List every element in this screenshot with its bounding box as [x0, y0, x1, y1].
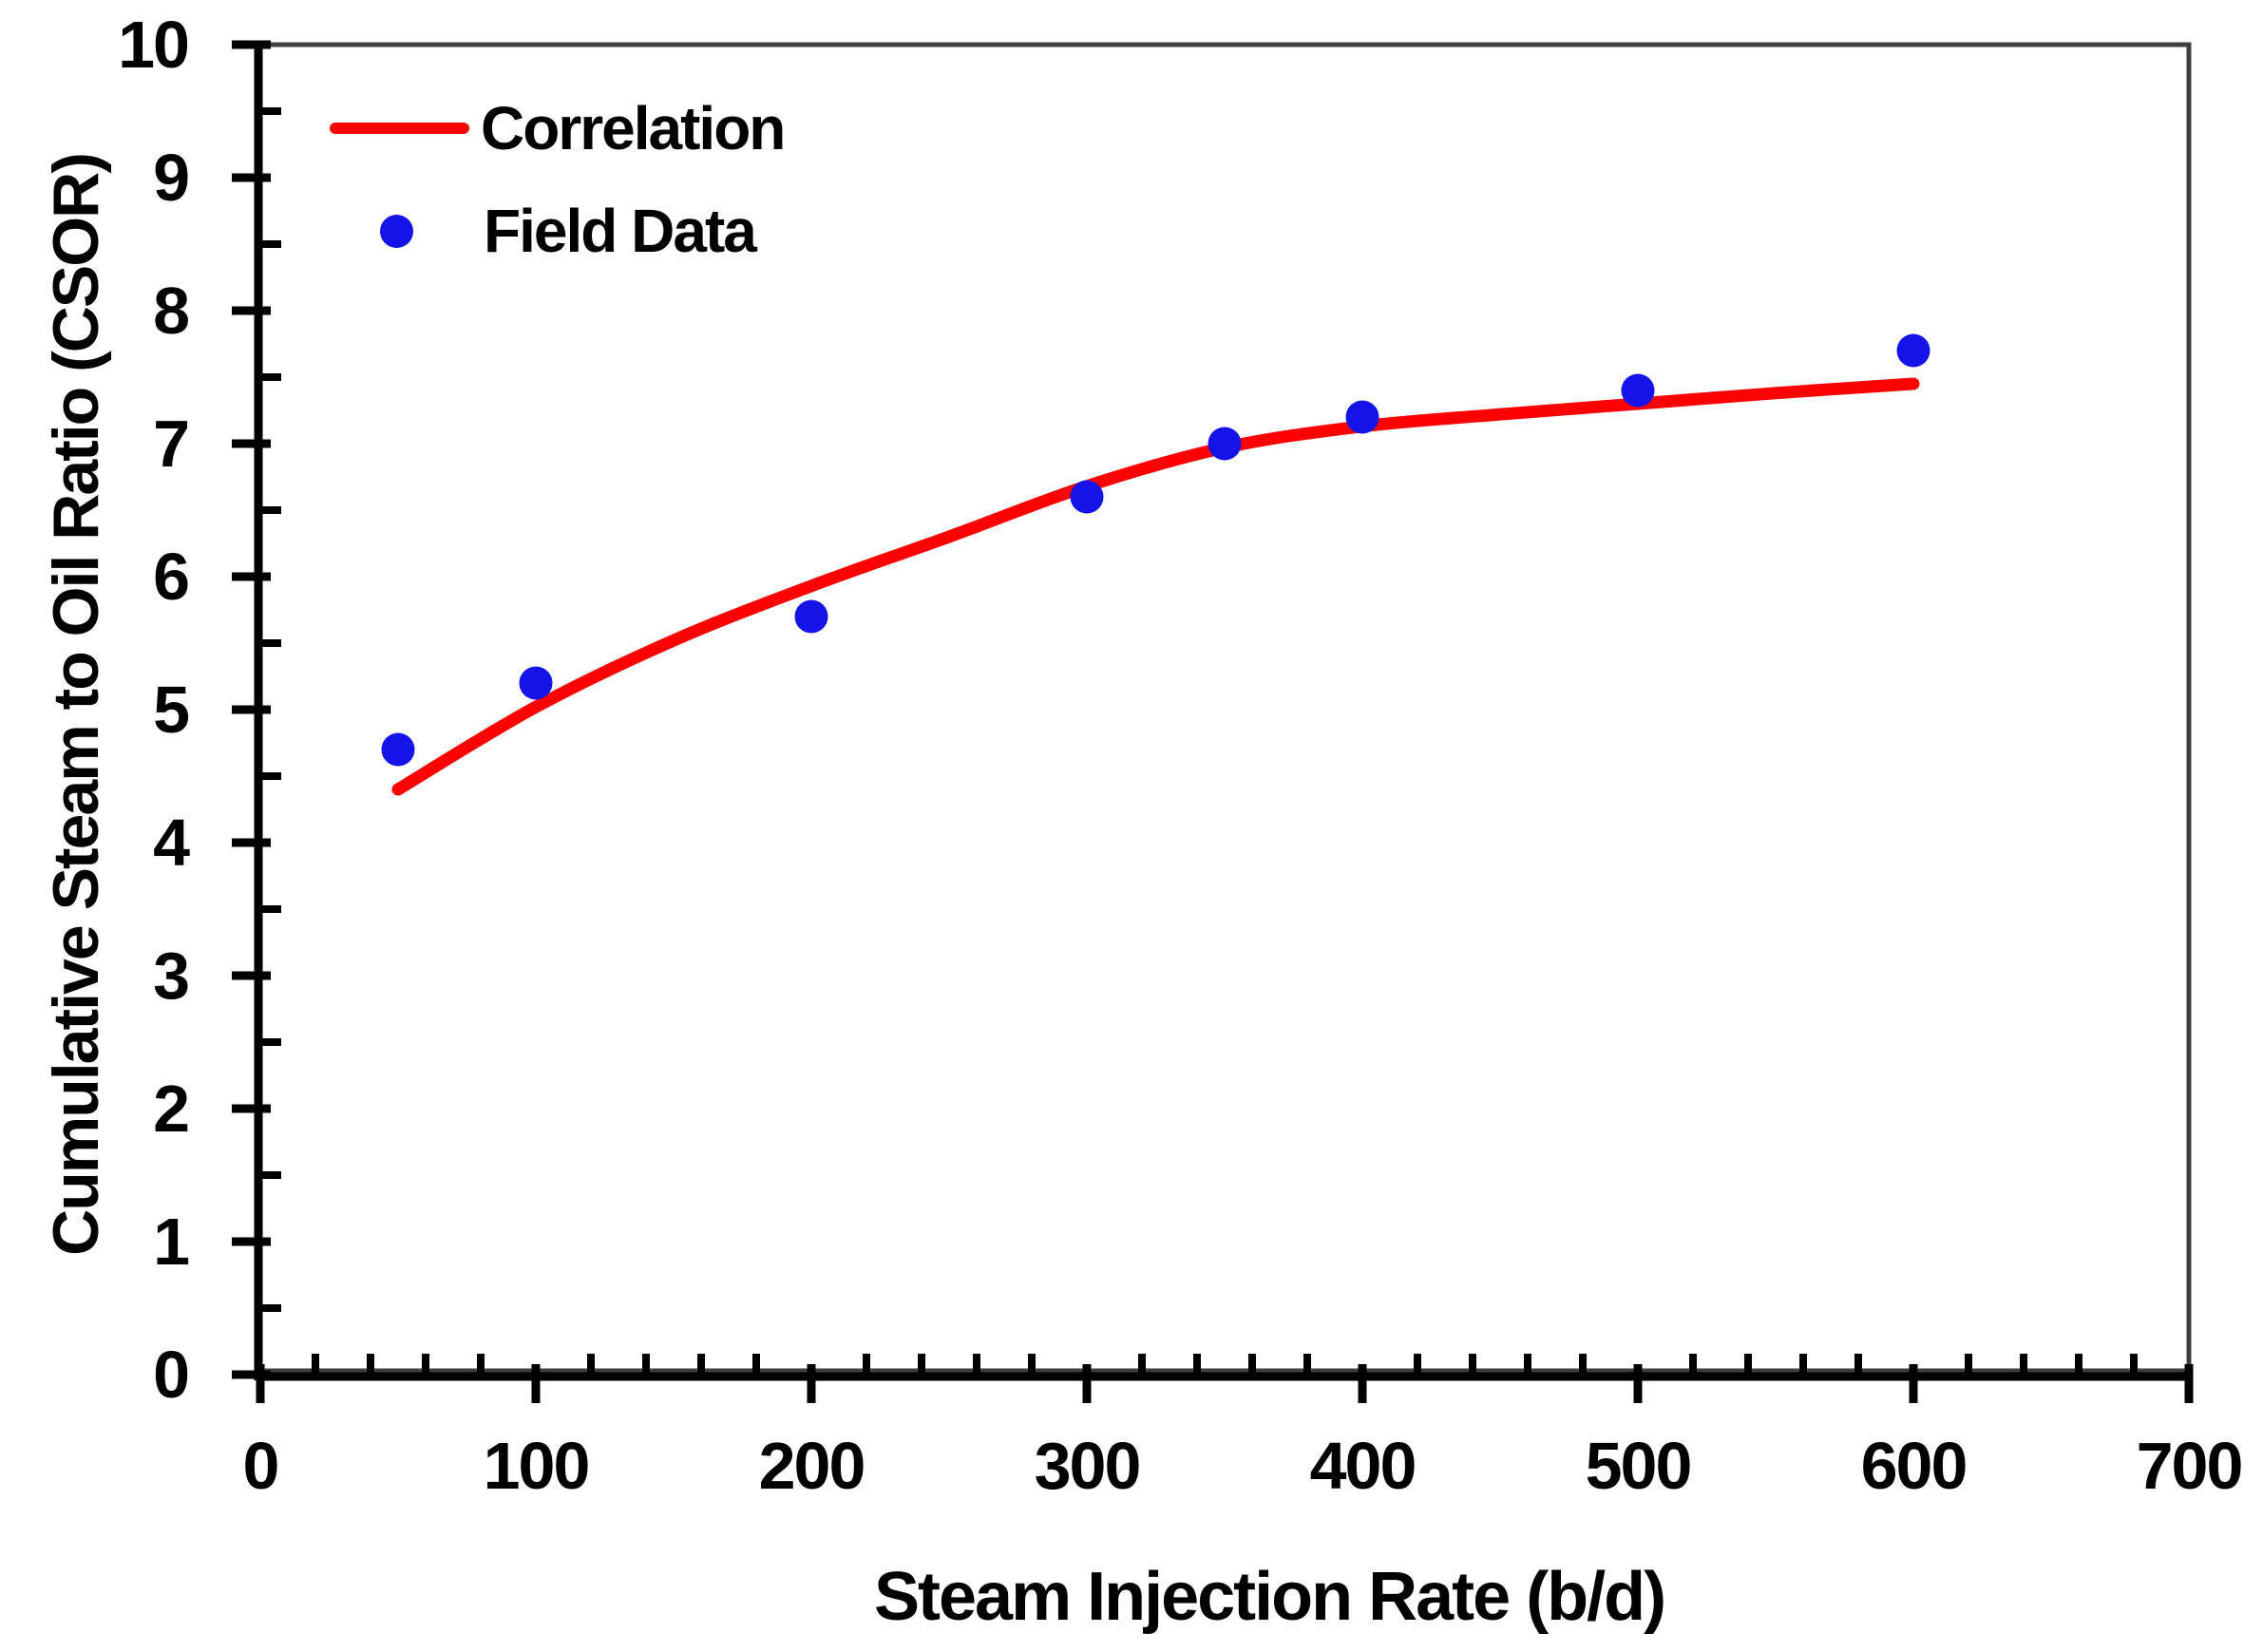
field-data-point — [1070, 480, 1104, 514]
field-data-point — [1621, 373, 1655, 408]
y-tick-label: 9 — [153, 141, 188, 215]
field-data-point — [1345, 400, 1379, 434]
legend-label-field-data: Field Data — [484, 197, 757, 265]
x-axis-title: Steam Injection Rate (b/d) — [874, 1559, 1666, 1635]
x-tick-label: 400 — [1310, 1429, 1416, 1503]
field-data-marker-swatch — [380, 215, 413, 248]
x-tick-label: 600 — [1861, 1429, 1967, 1503]
y-tick-label: 1 — [153, 1205, 188, 1279]
field-data-point — [1896, 333, 1930, 368]
y-tick-label: 10 — [118, 8, 188, 82]
y-tick-label: 4 — [153, 806, 190, 880]
legend-label-correlation: Correlation — [481, 94, 786, 162]
field-data-point — [519, 666, 553, 700]
y-tick-label: 6 — [153, 540, 188, 614]
x-tick-label: 300 — [1035, 1429, 1140, 1503]
field-data-point — [1208, 427, 1242, 461]
y-tick-label: 2 — [153, 1072, 188, 1146]
correlation-line-swatch — [330, 123, 469, 134]
correlation-curve — [391, 377, 1920, 796]
x-tick-label: 200 — [759, 1429, 865, 1503]
x-tick-label: 700 — [2137, 1429, 2242, 1503]
y-tick-label: 8 — [153, 274, 188, 348]
y-tick-label: 3 — [153, 939, 188, 1013]
x-tick-label: 0 — [243, 1429, 278, 1503]
y-tick-label: 7 — [153, 407, 188, 481]
y-axis-title: Cumulative Steam to Oil Ratio (CSOR) — [40, 154, 112, 1256]
x-tick-label: 100 — [484, 1429, 589, 1503]
field-data-point — [794, 599, 828, 634]
y-tick-label: 5 — [153, 673, 188, 747]
y-tick-label: 0 — [153, 1338, 188, 1412]
x-tick-label: 500 — [1586, 1429, 1691, 1503]
field-data-point — [381, 732, 415, 767]
